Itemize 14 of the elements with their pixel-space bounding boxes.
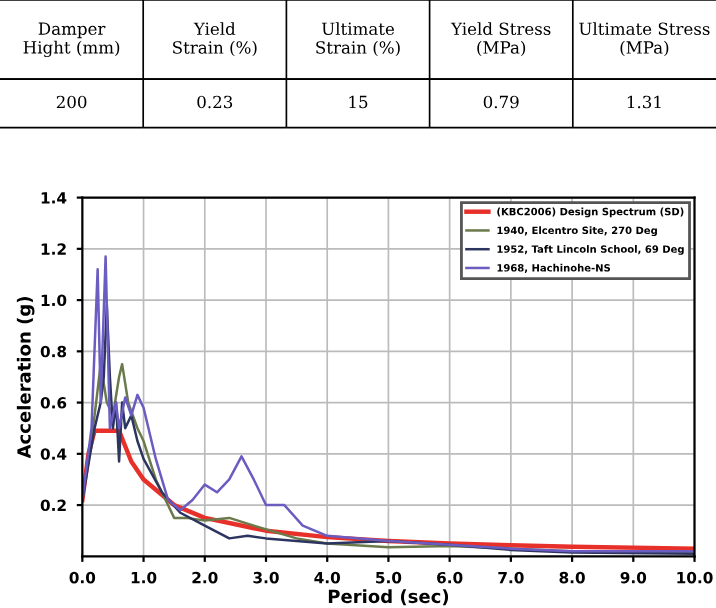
text: Ultimate Stress (MPa) <box>579 22 710 57</box>
line-series <box>82 428 695 551</box>
y-axis-title: Acceleration (g) <box>16 297 35 459</box>
text: 15 <box>349 95 368 109</box>
text: 1.31 <box>627 95 661 109</box>
text: 0.23 <box>197 95 233 109</box>
text: Damper Hight (mm) <box>23 22 120 58</box>
line-series <box>82 255 695 553</box>
text: Ultimate Strain (%) <box>316 22 400 57</box>
text: 0.79 <box>483 95 519 109</box>
text: Yield Stress (MPa) <box>450 22 551 57</box>
x-axis-title: Period (sec) <box>328 589 449 606</box>
text: Yield Strain (%) <box>173 22 257 57</box>
text: 200 <box>56 95 87 109</box>
